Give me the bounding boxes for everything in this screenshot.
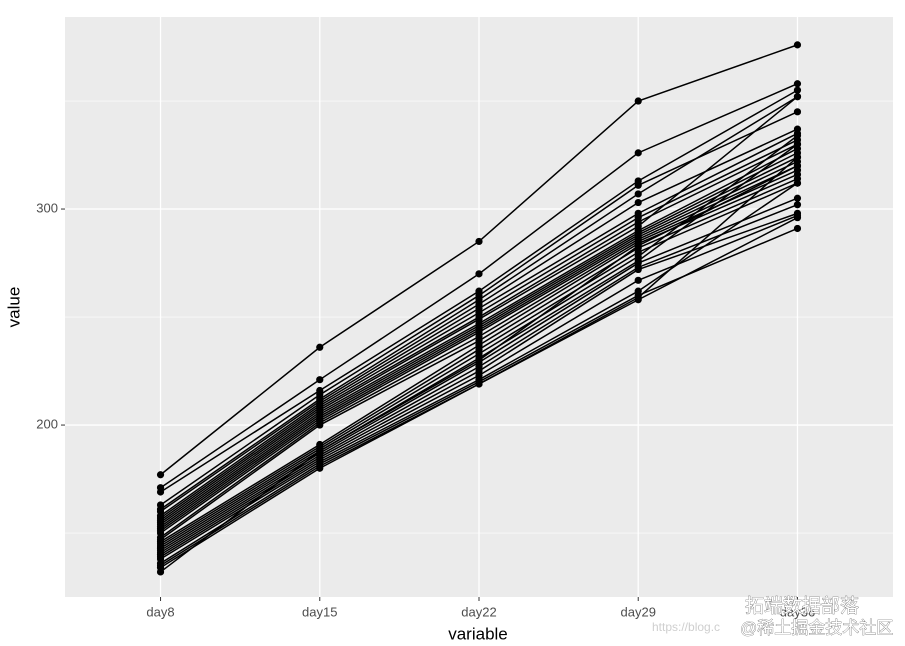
x-tick-label: day36 [780,604,815,619]
y-tick-label: 200 [36,416,58,431]
point [793,224,802,233]
x-tick-label: day22 [461,604,496,619]
point [316,421,324,429]
point [156,471,165,479]
point [793,108,802,116]
point [634,294,642,302]
point [793,201,802,209]
point [316,447,324,455]
point [156,568,165,576]
point [793,179,802,187]
point [475,356,483,364]
point [156,488,165,496]
point [634,190,642,198]
point [475,380,483,388]
point [634,198,642,207]
point [793,41,802,49]
y-axis-title: value [4,287,23,328]
point [316,376,324,384]
point [793,93,802,101]
x-axis-title: variable [448,624,508,643]
watermark: https://blog.c [652,620,720,634]
point [793,153,802,161]
y-tick-label: 300 [36,200,58,215]
point [475,237,483,246]
point [475,270,483,278]
point [793,162,802,170]
point [634,181,642,189]
point [634,276,642,284]
point [793,214,802,222]
point [634,265,642,274]
point [316,343,324,351]
x-tick-label: day29 [621,604,656,619]
point [793,140,802,148]
point [793,86,802,94]
point [793,80,802,88]
point [316,464,324,472]
point [634,149,642,157]
x-tick-label: day15 [302,604,337,619]
point [634,242,642,250]
point [793,131,802,140]
x-tick-label: day8 [146,604,174,619]
watermark: @稀土掘金技术社区 [740,618,893,637]
point [634,97,642,105]
point [793,194,802,202]
watermark: 拓端数据部落 [745,595,859,617]
